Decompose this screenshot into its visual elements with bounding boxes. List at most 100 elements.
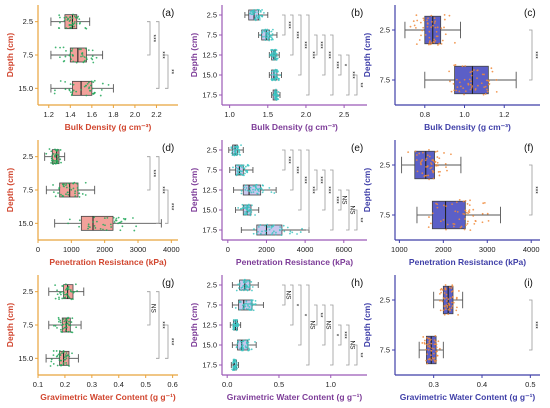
x-tick-label: 1.6 bbox=[87, 110, 97, 119]
data-point bbox=[454, 210, 457, 213]
data-point bbox=[257, 11, 260, 14]
data-point bbox=[239, 308, 241, 311]
data-point bbox=[78, 219, 81, 222]
y-axis-title: Depth (cm) bbox=[5, 303, 15, 348]
data-point bbox=[232, 322, 235, 325]
data-point bbox=[59, 328, 62, 331]
data-point bbox=[255, 187, 258, 190]
data-point bbox=[72, 13, 74, 16]
y-tick-label: 7.5 bbox=[207, 31, 217, 40]
data-point bbox=[276, 76, 279, 79]
data-point bbox=[430, 342, 433, 345]
data-point bbox=[482, 202, 485, 205]
data-point bbox=[495, 90, 498, 93]
data-point bbox=[60, 161, 62, 164]
bracket-line bbox=[290, 14, 294, 56]
box-2.5 bbox=[433, 284, 464, 316]
data-point bbox=[67, 193, 70, 196]
data-point bbox=[444, 33, 447, 36]
data-point bbox=[74, 16, 77, 19]
bracket-line bbox=[298, 149, 302, 211]
x-tick-label: 1.5 bbox=[263, 110, 273, 119]
data-point bbox=[63, 19, 66, 22]
data-point bbox=[50, 360, 53, 363]
data-point bbox=[92, 61, 95, 64]
data-point bbox=[50, 150, 53, 153]
data-point bbox=[64, 283, 67, 286]
bracket-line bbox=[354, 74, 358, 96]
data-point bbox=[279, 226, 282, 228]
data-point bbox=[450, 287, 453, 290]
data-point bbox=[115, 219, 118, 222]
x-axis-title: Bulk Density (g cm⁻³) bbox=[251, 122, 338, 132]
x-axis-title: Gravimetric Water Content (g g⁻¹) bbox=[400, 392, 536, 402]
data-point bbox=[455, 309, 458, 312]
x-tick-label: 1.0 bbox=[459, 110, 469, 119]
data-point bbox=[63, 358, 65, 361]
data-point bbox=[255, 232, 258, 235]
data-point bbox=[464, 65, 467, 67]
significance-bracket: *** bbox=[338, 324, 348, 346]
panel-label: (d) bbox=[162, 143, 174, 154]
data-point bbox=[425, 174, 428, 177]
data-point bbox=[461, 65, 464, 68]
data-point bbox=[440, 42, 443, 45]
data-point bbox=[92, 92, 94, 95]
significance-bracket: ** bbox=[354, 209, 364, 231]
data-point bbox=[251, 289, 253, 292]
y-tick-label: 7.5 bbox=[23, 321, 33, 330]
data-point bbox=[87, 223, 90, 226]
significance-label: *** bbox=[333, 61, 340, 69]
y-tick-label: 17.5 bbox=[202, 91, 217, 100]
data-point bbox=[70, 298, 73, 301]
data-point bbox=[445, 304, 448, 307]
data-point bbox=[66, 319, 68, 322]
data-point bbox=[65, 357, 68, 360]
data-point bbox=[447, 308, 450, 311]
bracket-line bbox=[322, 34, 326, 76]
data-point bbox=[232, 366, 234, 368]
data-point bbox=[453, 41, 456, 44]
data-point bbox=[474, 88, 477, 90]
data-point bbox=[245, 302, 248, 305]
data-point bbox=[257, 188, 260, 191]
significance-label: * bbox=[333, 334, 340, 337]
data-point bbox=[254, 189, 257, 191]
data-point bbox=[232, 328, 235, 331]
data-point bbox=[70, 91, 72, 94]
data-point bbox=[65, 193, 67, 196]
data-point bbox=[240, 166, 243, 168]
data-point bbox=[236, 319, 239, 321]
box-iqr bbox=[414, 150, 435, 180]
data-point bbox=[232, 319, 235, 321]
data-point bbox=[242, 284, 245, 287]
data-point bbox=[445, 166, 447, 169]
data-point bbox=[420, 34, 422, 37]
data-point bbox=[421, 158, 424, 161]
bracket-line bbox=[330, 169, 334, 231]
box-iqr bbox=[238, 299, 253, 311]
data-point bbox=[277, 91, 280, 93]
data-point bbox=[434, 161, 436, 164]
data-point bbox=[55, 159, 58, 162]
data-point bbox=[61, 194, 64, 197]
data-point bbox=[246, 189, 249, 192]
significance-label: *** bbox=[293, 31, 300, 39]
data-point bbox=[246, 285, 248, 288]
y-tick-label: 15.0 bbox=[202, 71, 217, 80]
y-tick-label: 2.5 bbox=[207, 11, 217, 20]
data-point bbox=[261, 230, 263, 233]
significance-bracket: ** bbox=[165, 54, 175, 89]
data-point bbox=[66, 191, 69, 194]
data-point bbox=[264, 233, 267, 236]
data-point bbox=[483, 201, 486, 204]
significance-label: ** bbox=[357, 217, 364, 223]
data-point bbox=[63, 16, 66, 19]
data-point bbox=[429, 222, 432, 225]
data-point bbox=[121, 225, 124, 228]
box-iqr bbox=[64, 14, 78, 30]
data-point bbox=[469, 199, 471, 202]
data-point bbox=[266, 31, 269, 34]
data-point bbox=[81, 193, 84, 195]
box-iqr bbox=[242, 184, 262, 196]
